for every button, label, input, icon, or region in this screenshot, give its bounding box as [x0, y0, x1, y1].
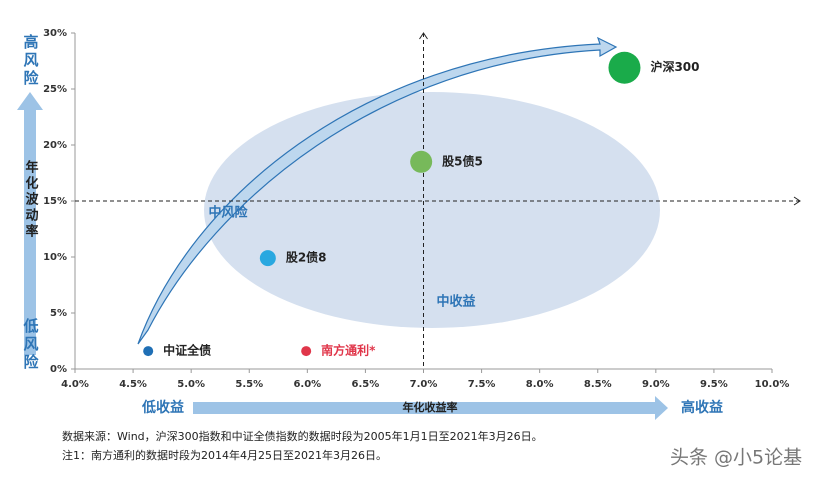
- mid-risk: 中风险: [208, 205, 248, 221]
- point-label: 股5债5: [442, 153, 483, 168]
- watermark: 头条 @小5论基: [670, 447, 802, 469]
- y-tick-label: 5%: [50, 308, 67, 319]
- y-tick-label: 0%: [50, 364, 67, 375]
- point: [608, 51, 641, 84]
- point: [259, 250, 276, 267]
- x-tick-label: 5.5%: [235, 379, 263, 390]
- y-axis-label: 年化波动率: [23, 159, 39, 240]
- x-arrow: [193, 396, 668, 420]
- x-tick-label: 9.5%: [700, 379, 728, 390]
- low-risk: 低风险: [22, 317, 40, 372]
- x-tick-label: 4.0%: [61, 379, 89, 390]
- x-tick-label: 7.0%: [410, 379, 438, 390]
- x-tick-label: 6.5%: [352, 379, 380, 390]
- point-label: 南方通利*: [321, 343, 376, 358]
- y-tick-label: 30%: [43, 28, 67, 39]
- note: 注1：南方通利的数据时段为2014年4月25日至2021年3月26日。: [62, 448, 387, 462]
- point: [143, 346, 154, 357]
- mid-return: 中收益: [436, 294, 475, 310]
- x-tick-label: 6.0%: [293, 379, 321, 390]
- y-tick-label: 15%: [43, 196, 67, 207]
- point-label: 沪深300: [650, 59, 699, 74]
- x-tick-label: 9.0%: [642, 379, 670, 390]
- low-return: 低收益: [141, 399, 184, 416]
- mid-zone: [204, 92, 660, 328]
- y-arrow: [17, 92, 43, 355]
- y-tick-label: 20%: [43, 140, 67, 151]
- x-tick-label: 5.0%: [177, 379, 205, 390]
- point-label: 股2债8: [286, 250, 327, 265]
- x-axis-label: 年化收益率: [403, 400, 458, 414]
- point: [301, 346, 312, 357]
- x-tick-label: 10.0%: [755, 379, 790, 390]
- y-tick-label: 25%: [43, 84, 67, 95]
- point: [410, 150, 433, 173]
- high-risk: 高风险: [22, 33, 40, 88]
- x-tick-label: 7.5%: [468, 379, 496, 390]
- x-tick-label: 4.5%: [119, 379, 147, 390]
- x-tick-label: 8.0%: [526, 379, 554, 390]
- trend-arrow: [137, 36, 618, 345]
- reference-arrow: [419, 32, 428, 40]
- y-tick-label: 10%: [43, 252, 67, 263]
- x-tick-label: 8.5%: [584, 379, 612, 390]
- high-return: 高收益: [681, 399, 723, 416]
- reference-arrow: [793, 196, 801, 206]
- note: 数据来源：Wind，沪深300指数和中证全债指数的数据时段为2005年1月1日至…: [62, 429, 543, 443]
- point-label: 中证全债: [163, 343, 211, 358]
